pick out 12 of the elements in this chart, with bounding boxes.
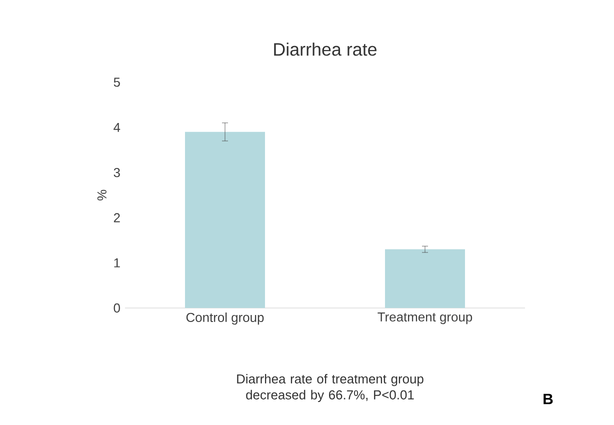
- text: B: [544, 394, 553, 404]
- y-tick-label: 4: [114, 122, 120, 132]
- y-tick-label: 5: [114, 78, 120, 87]
- y-tick-label: 3: [114, 168, 120, 178]
- y-tick-label: 1: [114, 258, 120, 268]
- y-tick-label: 2: [114, 213, 120, 222]
- y-tick-label: 0: [114, 303, 120, 313]
- x-tick-label: Control group: [186, 312, 264, 325]
- y-axis-title: %: [97, 190, 106, 200]
- text: Diarrhea rate of treatment group decreased by 66.7%, P<0.01: [237, 374, 424, 402]
- chart-title: Diarrhea rate: [274, 42, 376, 56]
- x-tick-label: Treatment group: [378, 312, 472, 324]
